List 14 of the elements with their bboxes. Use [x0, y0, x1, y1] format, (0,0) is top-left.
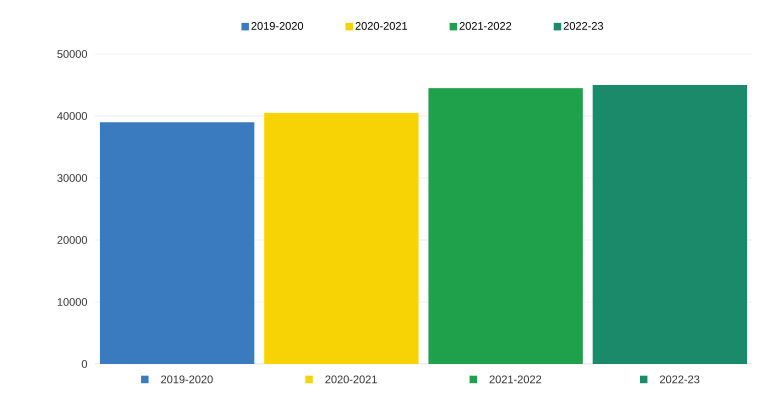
x-tick-label: 2020-2021 — [325, 376, 377, 384]
x-tick-label: 2021-2022 — [490, 376, 542, 384]
y-tick-label: 0 — [82, 360, 88, 368]
x-tick-label: 2022-23 — [660, 376, 700, 384]
legend-label: 2021-2022 — [460, 22, 512, 30]
x-tick-label: 2019-2020 — [161, 376, 213, 384]
y-tick-label: 30000 — [57, 174, 88, 182]
y-tick-label: 20000 — [57, 236, 88, 244]
legend-label: 2020-2021 — [356, 22, 408, 30]
legend-label: 2019-2020 — [251, 22, 304, 30]
y-tick-label: 50000 — [57, 50, 88, 58]
y-tick-label: 40000 — [57, 112, 88, 120]
y-tick-label: 10000 — [58, 298, 88, 306]
legend-label: 2022-23 — [564, 22, 604, 30]
